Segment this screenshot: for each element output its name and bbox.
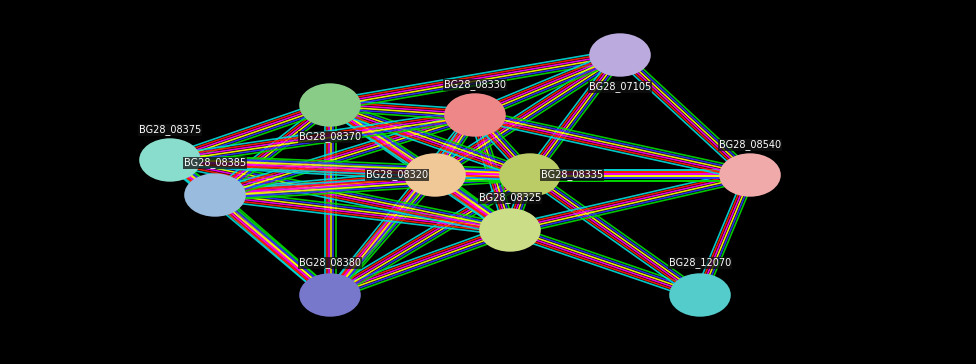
Text: BG28_08370: BG28_08370	[299, 131, 361, 142]
Ellipse shape	[479, 208, 541, 252]
Ellipse shape	[444, 93, 506, 137]
Text: BG28_08385: BG28_08385	[183, 158, 246, 169]
Ellipse shape	[300, 273, 361, 317]
Text: BG28_08375: BG28_08375	[139, 124, 201, 135]
Text: BG28_08330: BG28_08330	[444, 80, 506, 90]
Text: BG28_08380: BG28_08380	[299, 258, 361, 269]
Text: BG28_08320: BG28_08320	[366, 170, 428, 181]
Ellipse shape	[670, 273, 731, 317]
Text: BG28_07105: BG28_07105	[589, 82, 651, 92]
Ellipse shape	[300, 83, 361, 127]
Ellipse shape	[590, 33, 651, 77]
Text: BG28_12070: BG28_12070	[669, 258, 731, 269]
Ellipse shape	[719, 153, 781, 197]
Ellipse shape	[404, 153, 466, 197]
Text: BG28_08335: BG28_08335	[541, 170, 603, 181]
Text: BG28_08325: BG28_08325	[479, 193, 541, 203]
Text: BG28_08540: BG28_08540	[719, 139, 781, 150]
Ellipse shape	[184, 173, 246, 217]
Ellipse shape	[499, 153, 561, 197]
Ellipse shape	[140, 138, 201, 182]
